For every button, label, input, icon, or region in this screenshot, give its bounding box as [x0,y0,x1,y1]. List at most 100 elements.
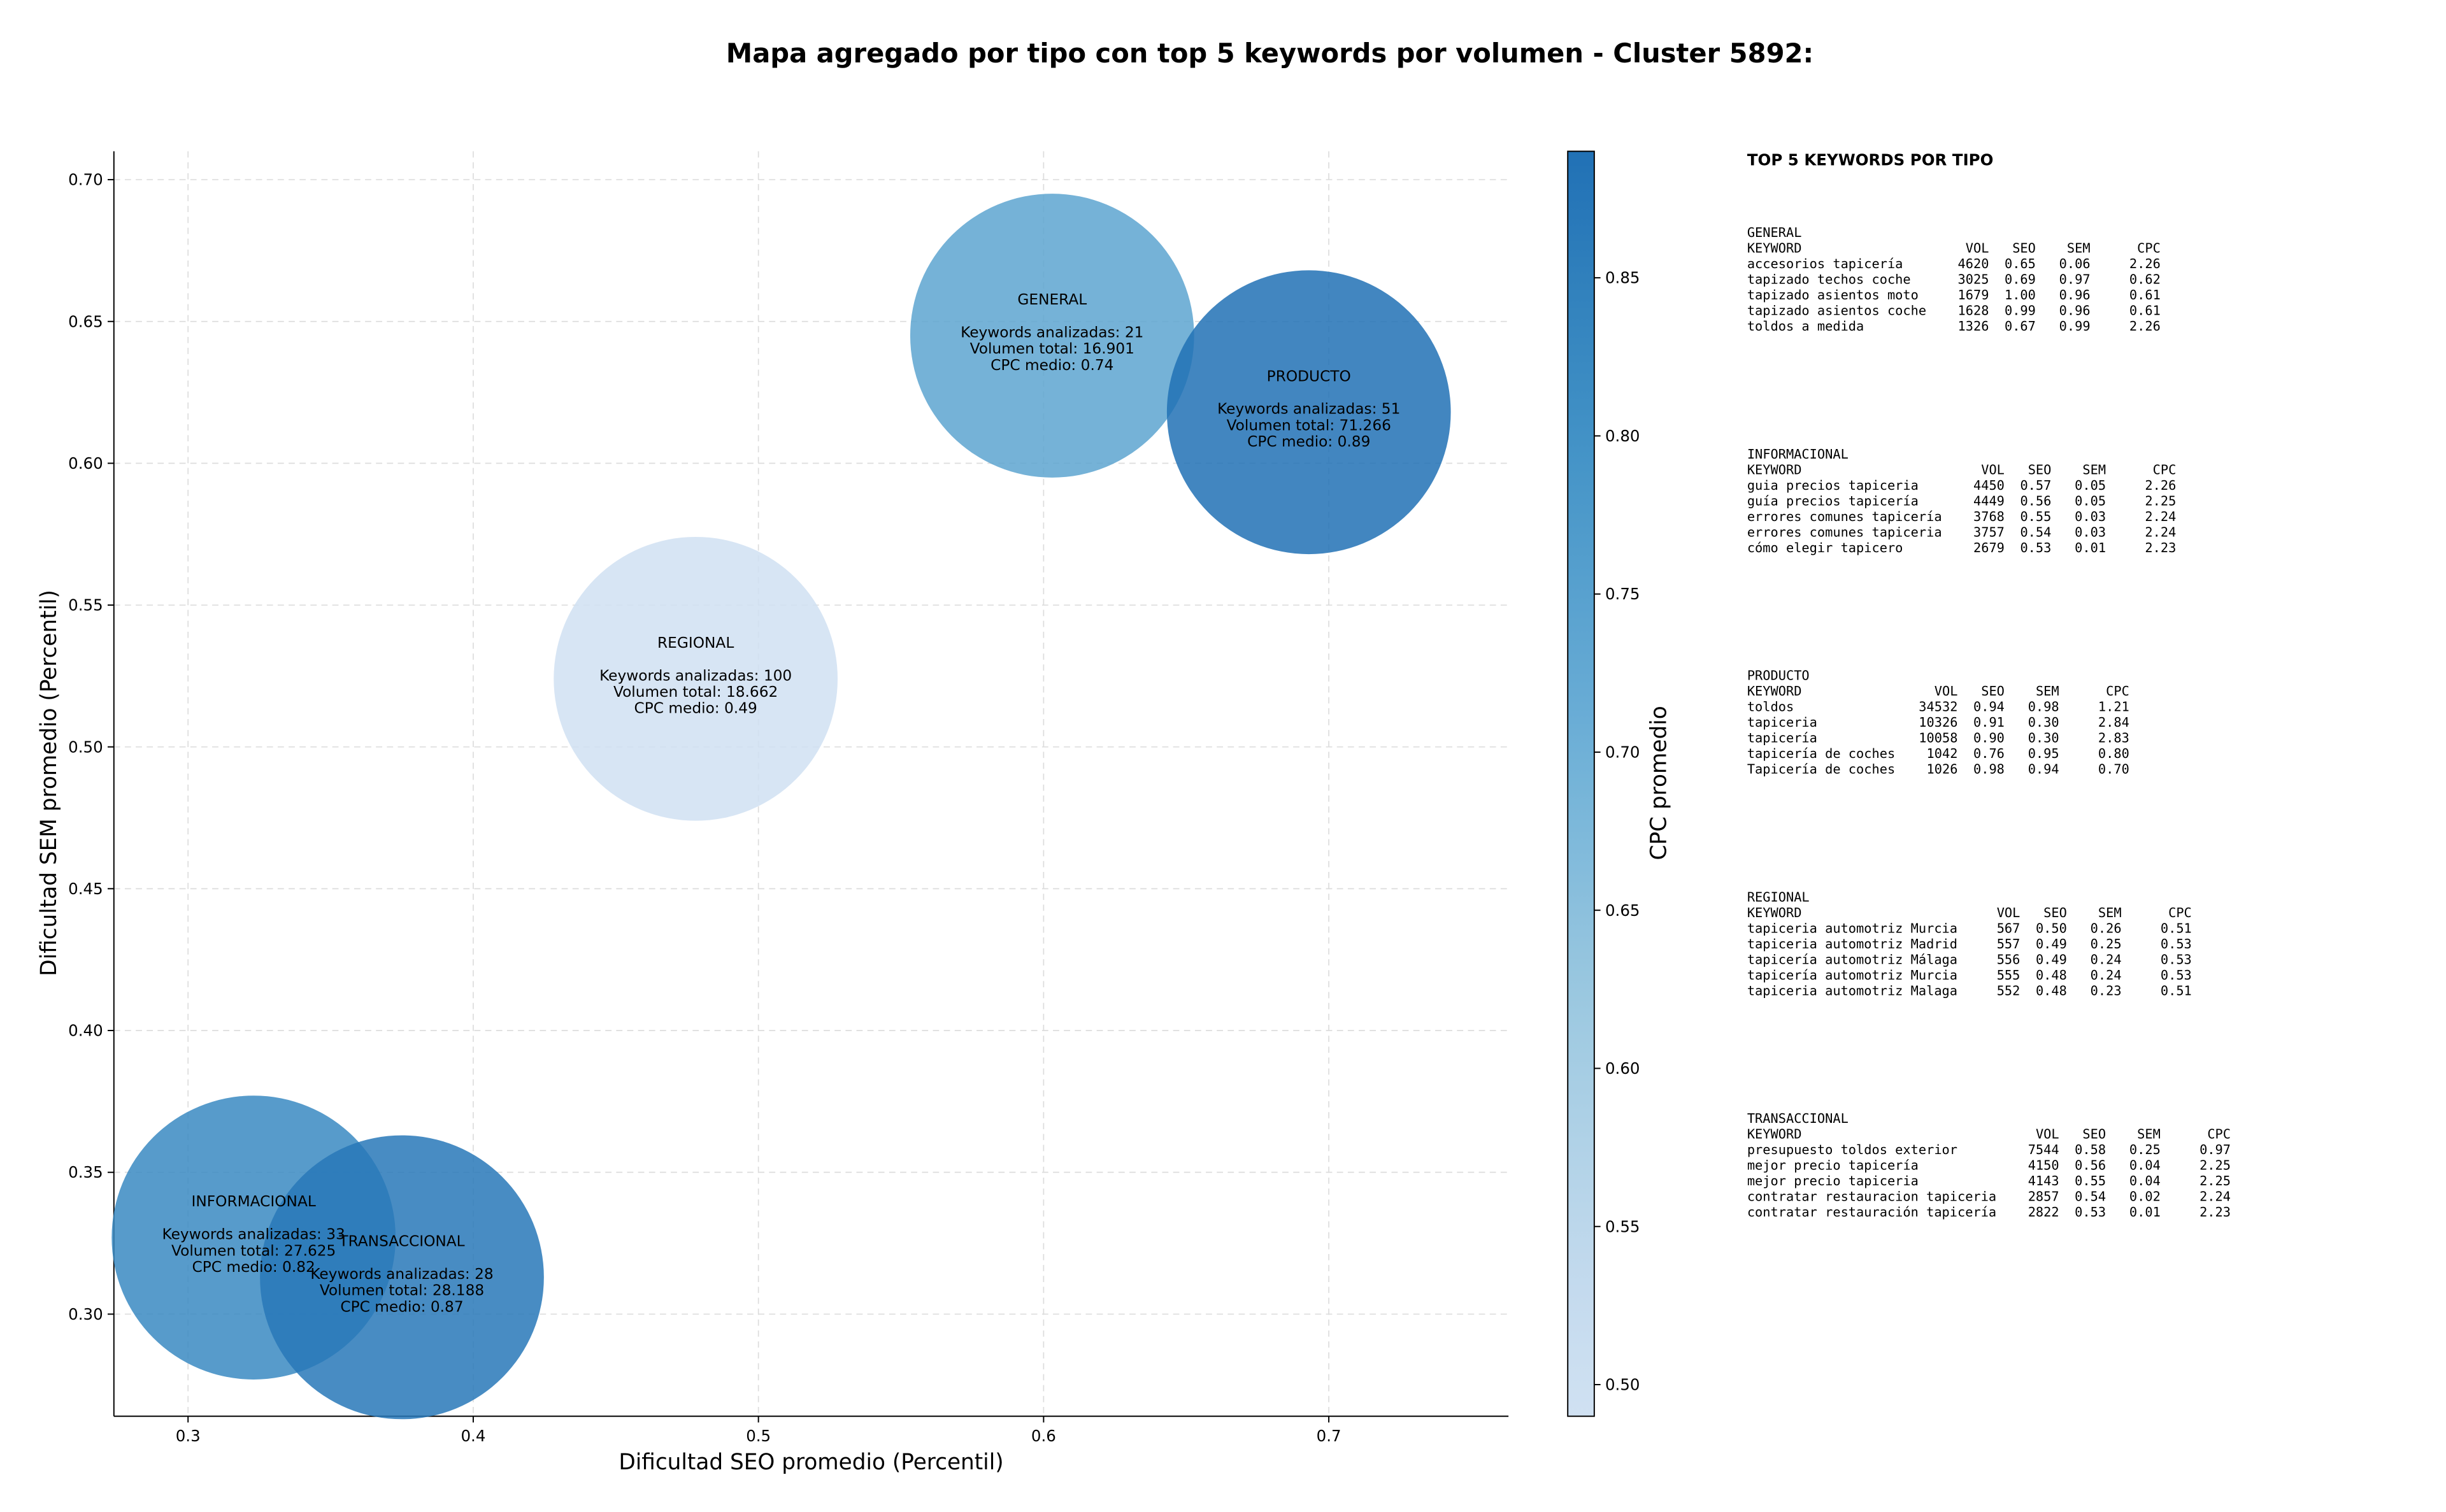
table-cell: 2.84 [2098,715,2129,730]
table-cell: 0.48 [2036,983,2067,998]
y-tick-label: 0.55 [68,596,103,615]
table-header: SEM [2082,462,2106,477]
table-cell: 2.83 [2098,731,2129,746]
table-cell: 0.56 [2075,1158,2106,1173]
table-header: KEYWORD [1747,905,1802,920]
table-type: TRANSACCIONAL [1747,1111,1849,1126]
bubble-label: Keywords analizadas: 28 [310,1266,493,1283]
y-axis-label: Dificultad SEM promedio (Percentil) [36,590,62,976]
table-cell: tapiceria automotriz Madrid [1747,936,1957,952]
table-cell: tapiceria [1747,715,1817,730]
bubble [260,1135,544,1420]
bubble [910,194,1194,478]
table-cell: 4620 [1958,256,1989,271]
table-cell: 0.69 [2005,272,2036,287]
table-cell: 0.91 [1973,715,2005,730]
table-cell: 0.61 [2129,303,2161,318]
bubble-name: TRANSACCIONAL [338,1232,464,1250]
table-type: PRODUCTO [1747,668,1810,683]
chart-title: Mapa agregado por tipo con top 5 keyword… [726,38,1813,69]
table-cell: guía precios tapicería [1747,493,1919,508]
table-cell: 0.61 [2129,287,2161,303]
table-header: KEYWORD [1747,683,1802,699]
bubble-label: CPC medio: 0.89 [1247,433,1370,450]
y-tick-label: 0.30 [68,1305,103,1323]
table-cell: 0.25 [2129,1142,2161,1157]
table-cell: 0.65 [2005,256,2036,271]
table-header: VOL [1997,905,2020,920]
table-cell: 1679 [1958,287,1989,303]
table-cell: 0.51 [2161,983,2192,998]
table-type: INFORMACIONAL [1747,446,1849,462]
table-header: KEYWORD [1747,462,1802,477]
table-cell: tapizado techos coche [1747,272,1911,287]
table-cell: 2.23 [2199,1204,2231,1220]
table-cell: accesorios tapicería [1747,256,1903,271]
table-header: SEM [2036,683,2059,699]
table-cell: 0.49 [2036,936,2067,952]
x-tick-label: 0.3 [176,1427,201,1445]
table-cell: 0.06 [2059,256,2091,271]
table-cell: toldos a medida [1747,318,1864,334]
bubble-label: Volumen total: 71.266 [1227,417,1391,434]
table-cell: 2.26 [2129,256,2161,271]
table-cell: 4450 [1973,478,2005,493]
table-cell: 0.53 [2161,936,2192,952]
table-cell: 3025 [1958,272,1989,287]
table-cell: 0.24 [2091,967,2122,983]
bubble-label: CPC medio: 0.74 [991,357,1113,374]
table-cell: 3768 [1973,509,2005,524]
table-cell: 0.26 [2091,920,2122,936]
table-header: CPC [2207,1127,2231,1142]
table-cell: tapizado asientos coche [1747,303,1926,318]
table-cell: 0.25 [2091,936,2122,952]
table-cell: 0.48 [2036,967,2067,983]
table-cell: 0.98 [2028,699,2059,715]
table-cell: 4449 [1973,493,2005,508]
table-cell: 0.58 [2075,1142,2106,1157]
table-header: SEO [2082,1127,2106,1142]
bubble-label: Keywords analizadas: 21 [961,324,1143,341]
table-cell: 2.26 [2145,478,2176,493]
table-cell: 0.94 [1973,699,2005,715]
bubble-label: Keywords analizadas: 100 [599,667,792,684]
table-cell: 567 [1997,920,2020,936]
x-tick-label: 0.6 [1031,1427,1056,1445]
table-cell: 0.54 [2020,524,2051,539]
bubble-label: CPC medio: 0.49 [634,700,757,717]
table-cell: 0.02 [2129,1189,2161,1204]
table-cell: 0.97 [2199,1142,2231,1157]
table-cell: 0.03 [2075,509,2106,524]
y-tick-label: 0.50 [68,738,103,756]
table-cell: 0.96 [2059,303,2091,318]
table-cell: 1.21 [2098,699,2129,715]
colorbar [1567,150,1595,1417]
table-cell: 0.01 [2129,1204,2161,1220]
colorbar-tick-label: 0.85 [1605,269,1640,287]
table-cell: 2.24 [2199,1189,2231,1204]
bubble-label: Keywords analizadas: 33 [162,1226,345,1243]
y-tick-label: 0.60 [68,454,103,473]
table-cell: 0.50 [2036,920,2067,936]
bubble-name: PRODUCTO [1267,367,1351,385]
bubble-name: REGIONAL [657,634,734,652]
table-cell: errores comunes tapiceria [1747,524,1942,539]
table-cell: 0.94 [2028,762,2059,777]
table-cell: 0.90 [1973,731,2005,746]
y-tick-label: 0.70 [68,171,103,189]
bubble-label: Volumen total: 16.901 [970,340,1134,357]
table-cell: cómo elegir tapicero [1747,540,1903,555]
bubble [554,536,838,821]
table-cell: contratar restauración tapicería [1747,1204,1996,1220]
x-axis-label: Dificultad SEO promedio (Percentil) [619,1450,1003,1475]
table-cell: 0.99 [2059,318,2091,334]
table-cell: 2822 [2028,1204,2059,1220]
table-cell: 0.70 [2098,762,2129,777]
table-header: CPC [2168,905,2192,920]
table-cell: 0.76 [1973,746,2005,761]
table-cell: 0.05 [2075,478,2106,493]
y-tick-label: 0.40 [68,1022,103,1040]
bubble-label: Volumen total: 27.625 [171,1242,336,1259]
table-cell: 556 [1997,952,2020,967]
